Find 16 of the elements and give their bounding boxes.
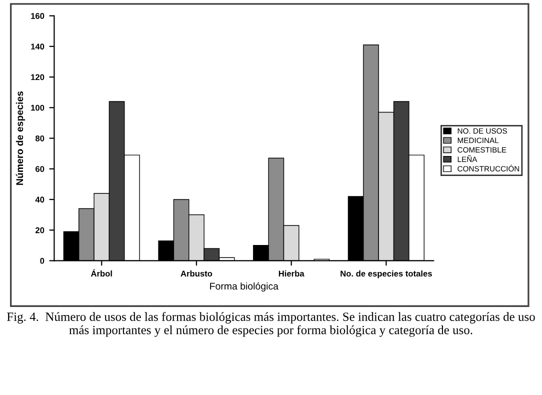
x-axis-title: Forma biológica [210, 282, 278, 292]
y-tick-label: 100 [31, 104, 44, 111]
y-tick-label: 60 [36, 166, 44, 172]
x-tick-label: Hierba [278, 270, 304, 277]
y-tick-label: 20 [36, 227, 44, 234]
y-tick-label: 0 [40, 258, 44, 264]
y-tick-label: 120 [31, 74, 44, 80]
y-tick-label: 140 [31, 44, 44, 50]
x-tick-label: Árbol [90, 269, 112, 277]
x-tick-label: Arbusto [180, 270, 212, 277]
x-tick-label: No. de especies totales [340, 270, 432, 278]
y-axis-title: Número de especies [16, 91, 26, 185]
y-tick-label: 80 [35, 135, 44, 142]
y-tick-label: 160 [31, 13, 44, 19]
caption: Fig. 4. Número de usos de las formas biológicas más importantes. Se indican las cuatro categorías de uso más importantes y el número de especies por forma biológica y categoría de uso. [7, 312, 535, 337]
y-tick-label: 40 [35, 196, 44, 203]
